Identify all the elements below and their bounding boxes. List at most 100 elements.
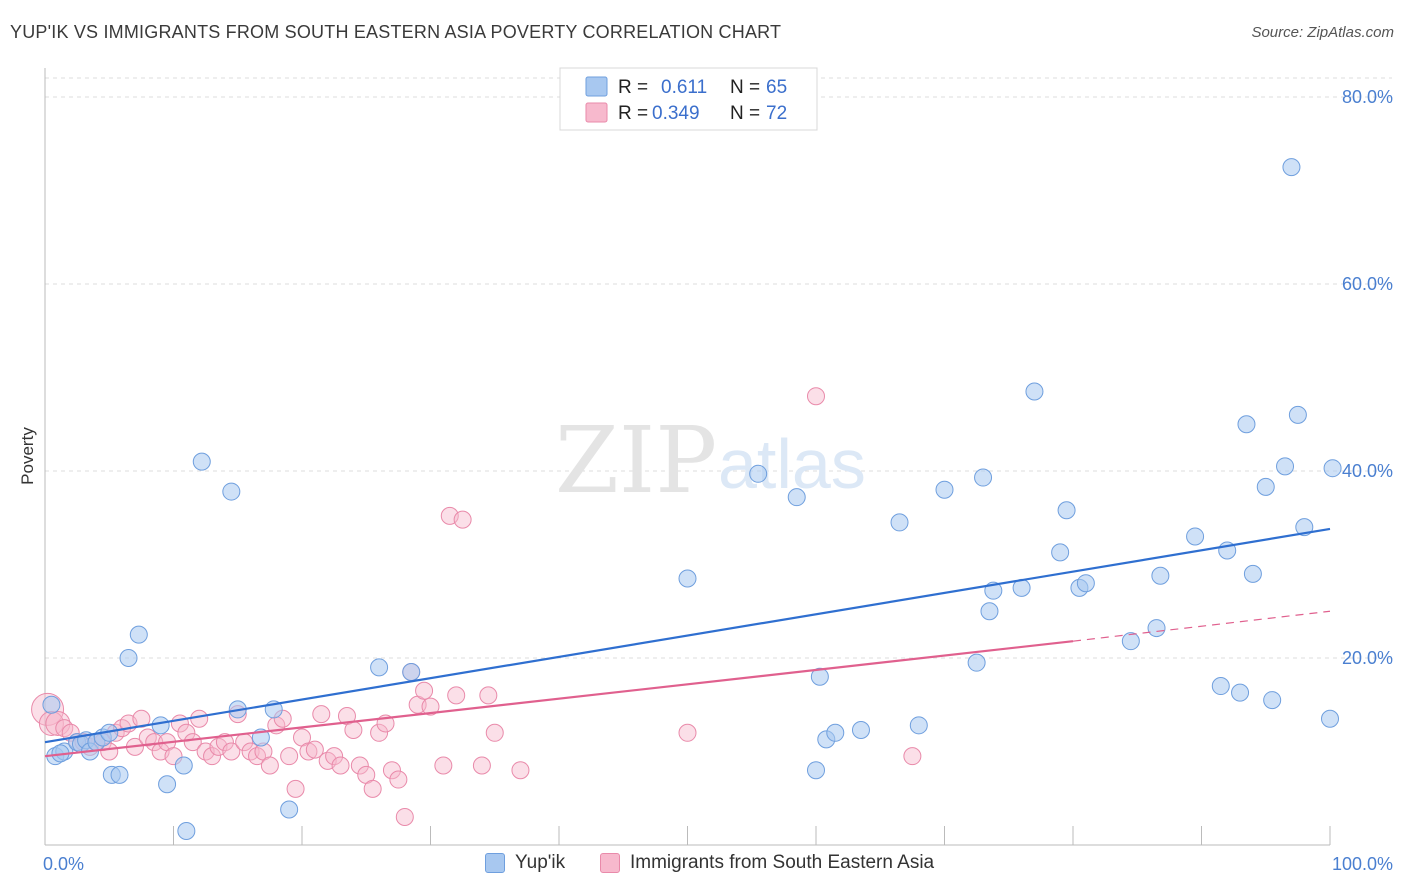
- blue-point: [787, 488, 806, 507]
- axes: [44, 68, 1331, 846]
- pink-point: [472, 756, 491, 775]
- pink-point: [350, 756, 369, 775]
- pink-point: [248, 747, 267, 766]
- legend-r-label-1: R =: [618, 77, 648, 98]
- pink-point: [183, 733, 202, 752]
- pink-point: [325, 747, 344, 766]
- blue-point: [222, 482, 241, 501]
- pink-point: [447, 686, 466, 705]
- legend-swatch-blue: [585, 76, 608, 97]
- blue-point: [749, 464, 768, 483]
- blue-point: [1282, 158, 1301, 177]
- pink-point: [260, 756, 279, 775]
- pink-point: [286, 779, 305, 798]
- blue-point: [851, 720, 870, 739]
- pink-points: [31, 387, 922, 826]
- legend-swatch-yupik: [485, 853, 505, 873]
- blue-point: [1151, 566, 1170, 585]
- blue-point: [119, 649, 138, 667]
- x-tick-label-max: 100.0%: [1332, 854, 1393, 874]
- legend-label-sea: Immigrants from South Eastern Asia: [630, 852, 935, 873]
- blue-point: [1323, 459, 1342, 478]
- pink-point: [138, 728, 157, 747]
- blue-point: [174, 756, 193, 775]
- pink-point: [203, 747, 222, 766]
- pink-point: [331, 756, 350, 775]
- pink-point: [415, 681, 434, 700]
- blue-point: [1051, 543, 1070, 562]
- blue-point: [974, 468, 993, 487]
- y-tick-label: 20.0%: [1342, 648, 1393, 668]
- pink-point: [215, 733, 234, 752]
- pink-point: [382, 761, 401, 780]
- blue-point: [1243, 564, 1262, 583]
- source-note: Source: ZipAtlas.com: [1251, 24, 1394, 41]
- blue-point: [1288, 405, 1307, 424]
- y-tick-label: 80.0%: [1342, 87, 1393, 107]
- blue-point: [826, 723, 845, 742]
- blue-point: [280, 800, 299, 819]
- pink-point: [434, 756, 453, 775]
- pink-point: [55, 719, 74, 738]
- trend-lines: [44, 527, 1331, 758]
- watermark-zip: ZIP: [555, 407, 717, 514]
- pink-point: [344, 720, 363, 739]
- chart-title: YUP'IK VS IMMIGRANTS FROM SOUTH EASTERN …: [10, 22, 782, 42]
- blue-point: [1076, 574, 1095, 593]
- trend-line-yupik: [44, 527, 1331, 744]
- gridlines: [45, 77, 1392, 659]
- blue-point: [678, 569, 697, 588]
- blue-point: [1025, 382, 1044, 401]
- blue-point: [1186, 527, 1205, 546]
- blue-point: [967, 653, 986, 672]
- legend-label-yupik: Yup'ik: [515, 852, 566, 873]
- blue-point: [370, 658, 389, 677]
- x-tick-labels: 0.0% 100.0%: [43, 854, 1393, 874]
- blue-point: [177, 821, 196, 840]
- blue-point: [1121, 632, 1140, 651]
- pink-point: [903, 747, 922, 766]
- pink-point: [222, 742, 241, 761]
- watermark: ZIP atlas: [555, 407, 866, 514]
- blue-point: [192, 452, 211, 471]
- pink-point: [45, 710, 71, 736]
- pink-point: [299, 742, 318, 761]
- legend-r-value-2: 0.349: [652, 103, 700, 124]
- x-tick-label-min: 0.0%: [43, 854, 84, 874]
- y-tick-label: 40.0%: [1342, 461, 1393, 481]
- legend-box: R = 0.611 N = 65 R = 0.349 N = 72: [559, 67, 818, 131]
- blue-point: [1211, 677, 1230, 696]
- blue-point: [1263, 691, 1282, 710]
- legend-r-label-2: R =: [618, 103, 648, 124]
- pink-point: [485, 723, 504, 742]
- blue-point: [1295, 518, 1314, 537]
- pink-point: [479, 686, 498, 705]
- blue-point: [1147, 619, 1166, 638]
- blue-point: [151, 716, 170, 735]
- legend-n-value-1: 65: [766, 77, 787, 98]
- legend-n-label-2: N =: [730, 103, 760, 124]
- blue-point: [129, 625, 148, 644]
- blue-point: [1237, 415, 1256, 434]
- legend-item-yupik: Yup'ik: [485, 852, 565, 874]
- pink-point: [370, 723, 389, 742]
- pink-point: [280, 747, 299, 766]
- blue-point: [42, 695, 61, 714]
- blue-point: [909, 716, 928, 735]
- pink-point: [190, 709, 209, 728]
- blue-point: [402, 663, 421, 682]
- pink-point: [511, 761, 530, 780]
- blue-point: [807, 761, 825, 780]
- blue-point: [890, 513, 909, 532]
- y-tick-labels: 20.0% 40.0% 60.0% 80.0%: [1342, 87, 1393, 668]
- legend-r-value-1: 0.611: [661, 77, 707, 98]
- bottom-legend: Yup'ik Immigrants from South Eastern Asi…: [0, 852, 1406, 878]
- pink-point: [363, 779, 382, 798]
- blue-point: [1256, 477, 1275, 496]
- pink-point: [421, 697, 440, 716]
- blue-point: [935, 480, 954, 499]
- blue-point: [110, 765, 129, 784]
- legend-swatch-pink: [585, 102, 608, 123]
- blue-point: [1057, 501, 1076, 520]
